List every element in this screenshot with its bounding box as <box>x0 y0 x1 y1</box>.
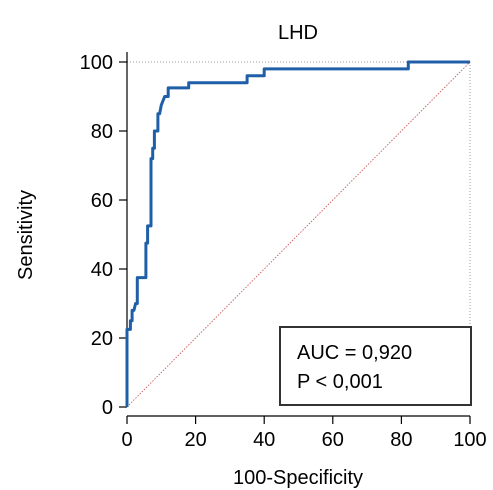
x-axis-label: 100-Specificity <box>233 467 363 489</box>
ticks-and-labels: 0 20 40 60 80 100 0 20 40 60 80 100 <box>80 52 487 451</box>
x-tick-label: 80 <box>390 429 412 451</box>
y-tick-label: 40 <box>91 259 113 281</box>
chart-title: LHD <box>278 22 318 44</box>
y-tick-label: 20 <box>91 328 113 350</box>
y-tick-label: 60 <box>91 190 113 212</box>
x-tick-label: 100 <box>453 429 486 451</box>
y-tick-label: 100 <box>80 52 113 74</box>
y-tick-label: 80 <box>91 121 113 143</box>
p-value-text: P < 0,001 <box>297 371 383 393</box>
auc-text: AUC = 0,920 <box>297 342 412 364</box>
reference-diagonal <box>126 61 471 408</box>
x-tick-label: 60 <box>322 429 344 451</box>
stats-box-frame <box>279 326 472 406</box>
y-axis-label: Sensitivity <box>15 190 37 280</box>
stats-box: AUC = 0,920 P < 0,001 <box>279 326 472 406</box>
y-tick-label: 0 <box>102 397 113 419</box>
x-tick-label: 0 <box>121 429 132 451</box>
x-tick-label: 40 <box>253 429 275 451</box>
x-tick-label: 20 <box>184 429 206 451</box>
roc-curve <box>125 60 470 407</box>
